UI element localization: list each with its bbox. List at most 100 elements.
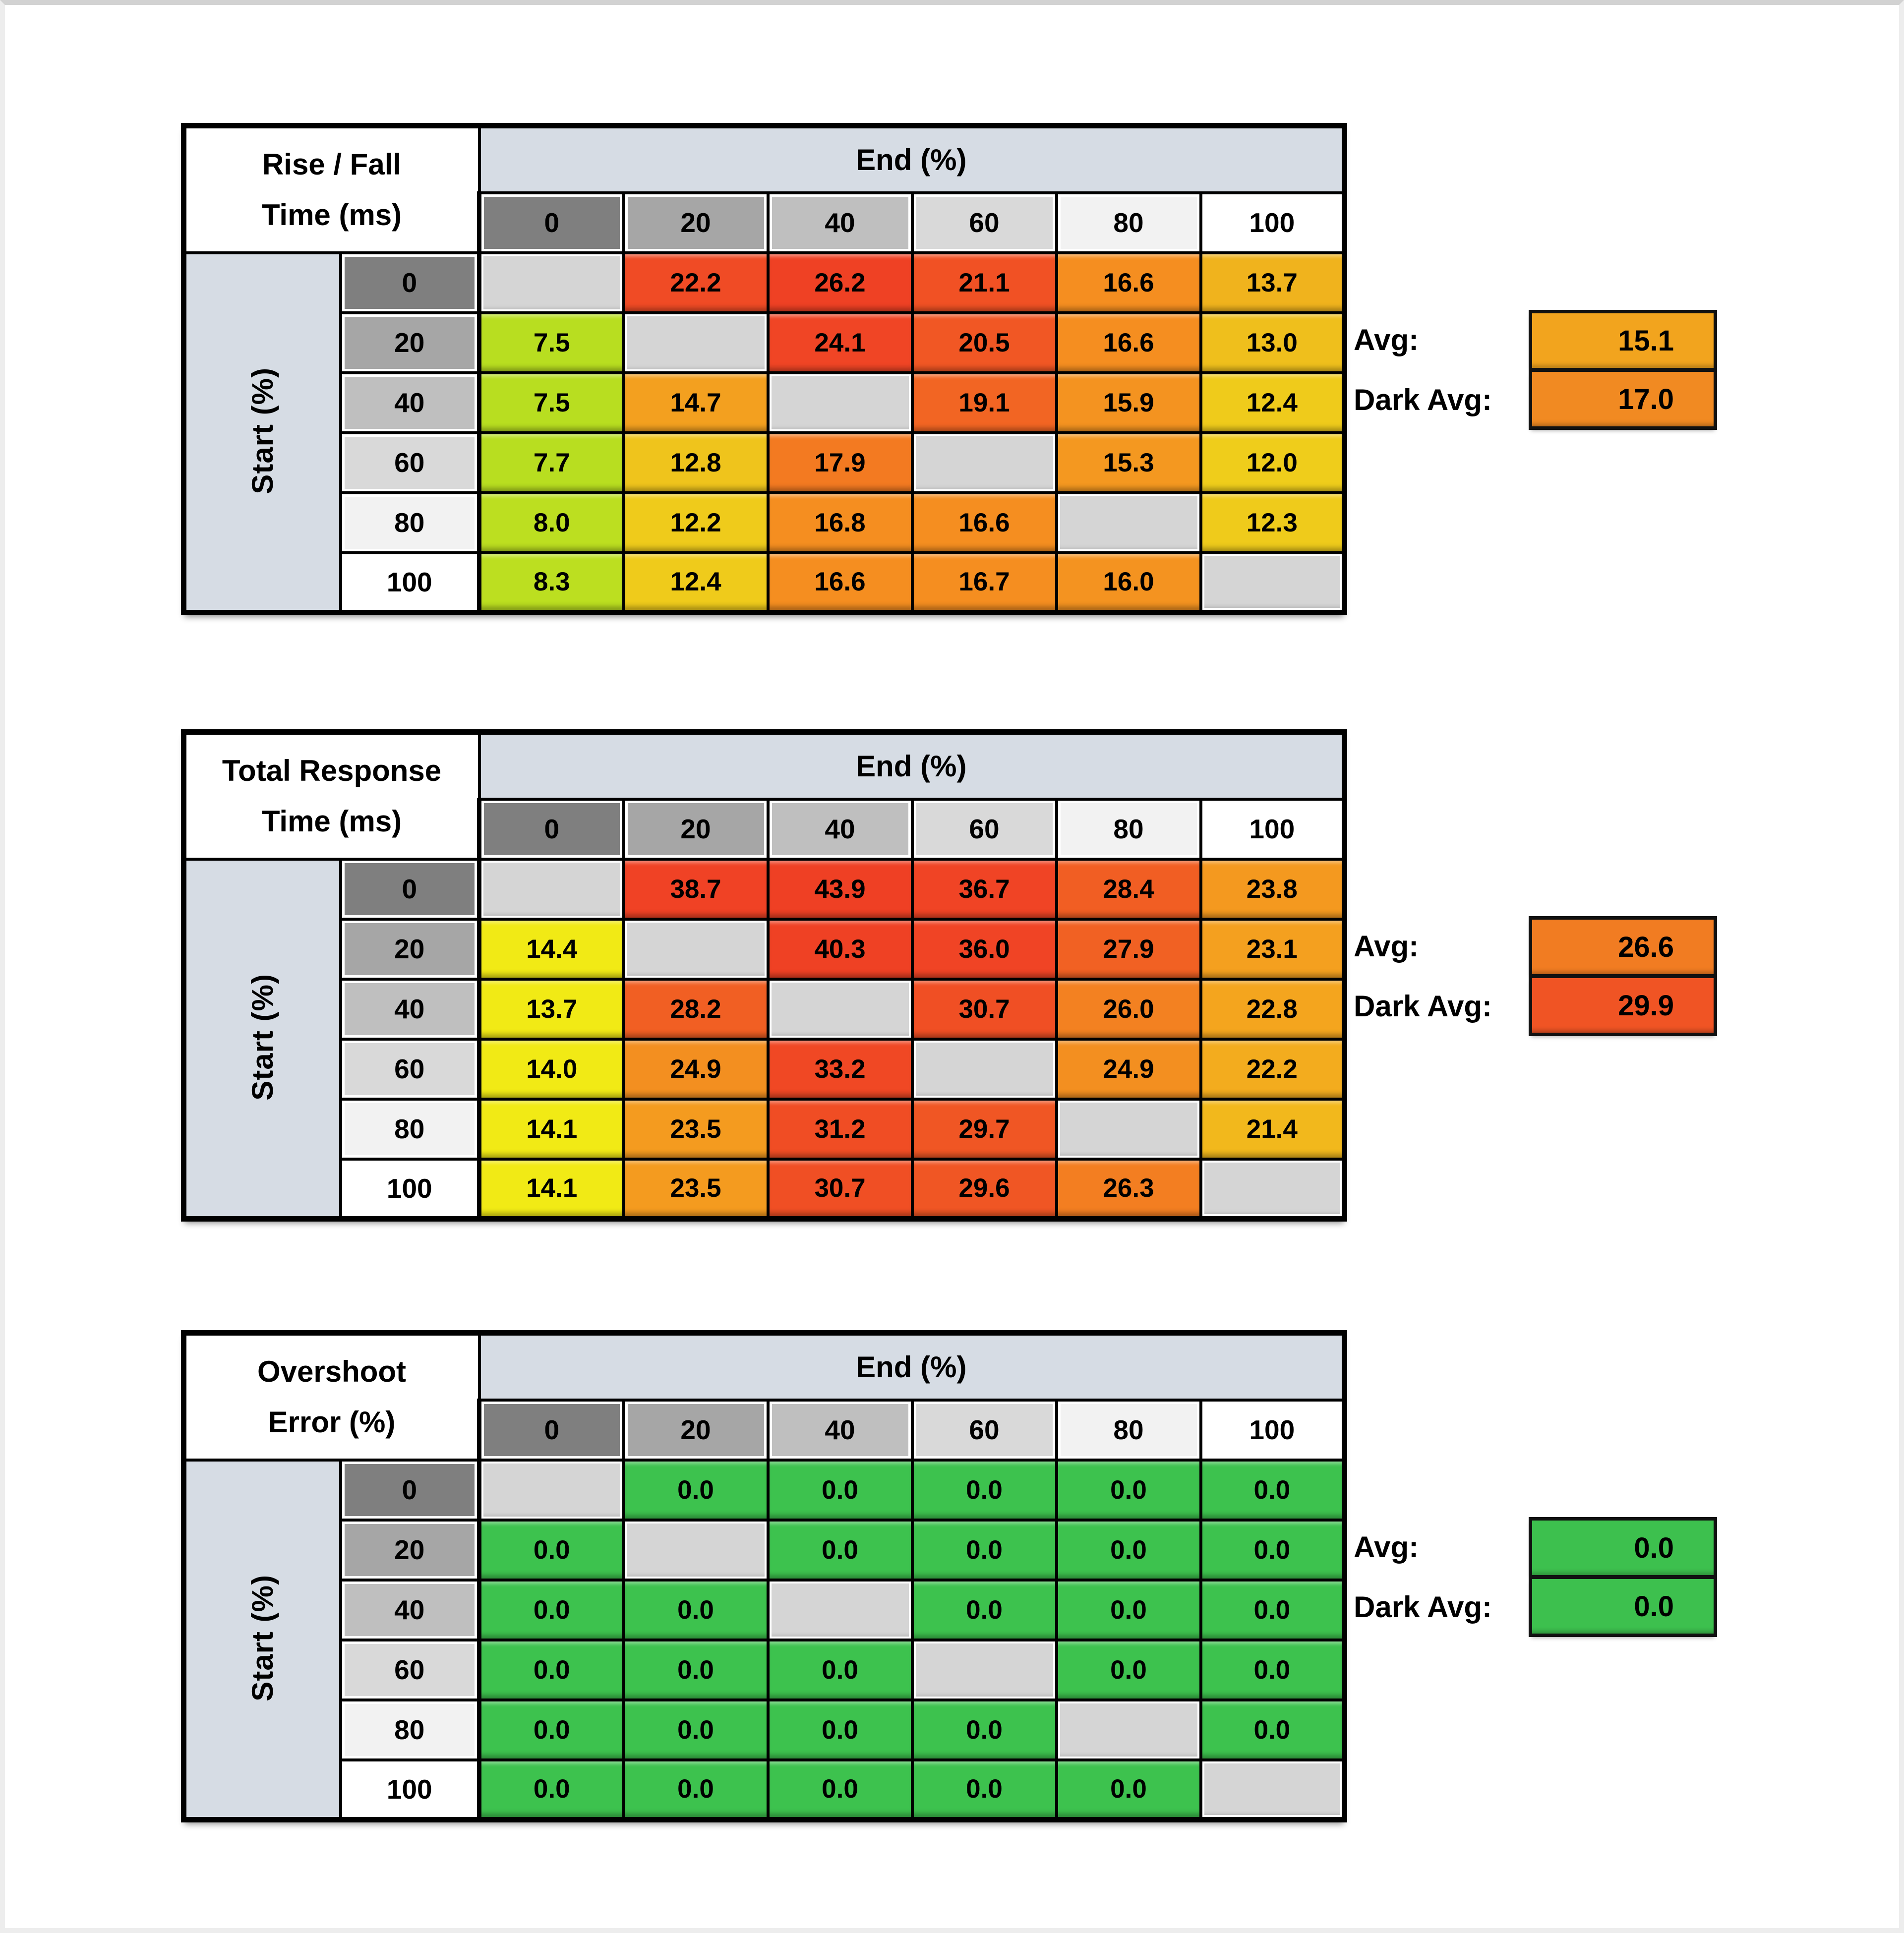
diagonal-blank-cell-0[interactable] bbox=[477, 251, 625, 314]
cell-start0-end40[interactable]: 0.0 bbox=[766, 1458, 914, 1522]
diagonal-blank-cell-40[interactable] bbox=[766, 1578, 914, 1641]
row-header-start-100[interactable]: 100 bbox=[339, 1157, 481, 1221]
cell-start20-end0[interactable]: 14.4 bbox=[477, 917, 625, 981]
cell-start0-end20[interactable]: 22.2 bbox=[622, 251, 770, 314]
dark-avg-value-cell[interactable]: 0.0 bbox=[1529, 1577, 1717, 1637]
cell-start100-end20[interactable]: 23.5 bbox=[622, 1157, 770, 1221]
cell-start80-end0[interactable]: 14.1 bbox=[477, 1097, 625, 1161]
cell-start80-end60[interactable]: 29.7 bbox=[910, 1097, 1058, 1161]
diagonal-blank-cell-40[interactable] bbox=[766, 371, 914, 434]
cell-start0-end40[interactable]: 43.9 bbox=[766, 857, 914, 921]
col-header-end-20[interactable]: 20 bbox=[622, 797, 770, 861]
cell-start40-end80[interactable]: 15.9 bbox=[1055, 371, 1202, 434]
cell-start20-end80[interactable]: 16.6 bbox=[1055, 311, 1202, 374]
cell-start80-end40[interactable]: 31.2 bbox=[766, 1097, 914, 1161]
cell-start0-end20[interactable]: 0.0 bbox=[622, 1458, 770, 1522]
cell-start80-end100[interactable]: 21.4 bbox=[1199, 1097, 1346, 1161]
row-header-start-40[interactable]: 40 bbox=[339, 371, 481, 434]
row-header-start-60[interactable]: 60 bbox=[339, 1037, 481, 1101]
cell-start20-end100[interactable]: 23.1 bbox=[1199, 917, 1346, 981]
cell-start60-end20[interactable]: 24.9 bbox=[622, 1037, 770, 1101]
col-header-end-40[interactable]: 40 bbox=[766, 797, 914, 861]
row-header-start-80[interactable]: 80 bbox=[339, 491, 481, 554]
col-header-end-100[interactable]: 100 bbox=[1199, 191, 1346, 254]
cell-start20-end60[interactable]: 0.0 bbox=[910, 1518, 1058, 1582]
cell-start0-end80[interactable]: 16.6 bbox=[1055, 251, 1202, 314]
cell-start20-end100[interactable]: 0.0 bbox=[1199, 1518, 1346, 1582]
row-header-start-80[interactable]: 80 bbox=[339, 1097, 481, 1161]
start-percent-label-band[interactable]: Start (%) bbox=[182, 1458, 342, 1821]
cell-start60-end100[interactable]: 12.0 bbox=[1199, 431, 1346, 494]
cell-start60-end100[interactable]: 0.0 bbox=[1199, 1638, 1346, 1701]
diagonal-blank-cell-80[interactable] bbox=[1055, 1097, 1202, 1161]
rise-fall-time-title-cell[interactable]: Rise / Fall Time (ms) bbox=[182, 124, 481, 254]
cell-start60-end0[interactable]: 0.0 bbox=[477, 1638, 625, 1701]
end-percent-header-band[interactable]: End (%) bbox=[477, 730, 1346, 801]
cell-start100-end0[interactable]: 8.3 bbox=[477, 551, 625, 614]
diagonal-blank-cell-100[interactable] bbox=[1199, 1758, 1346, 1821]
cell-start20-end60[interactable]: 36.0 bbox=[910, 917, 1058, 981]
cell-start40-end100[interactable]: 12.4 bbox=[1199, 371, 1346, 434]
cell-start0-end80[interactable]: 28.4 bbox=[1055, 857, 1202, 921]
avg-value-cell[interactable]: 26.6 bbox=[1529, 916, 1717, 976]
start-percent-label-band[interactable]: Start (%) bbox=[182, 251, 342, 614]
diagonal-blank-cell-100[interactable] bbox=[1199, 1157, 1346, 1221]
diagonal-blank-cell-0[interactable] bbox=[477, 1458, 625, 1522]
cell-start40-end0[interactable]: 7.5 bbox=[477, 371, 625, 434]
diagonal-blank-cell-20[interactable] bbox=[622, 311, 770, 374]
diagonal-blank-cell-20[interactable] bbox=[622, 1518, 770, 1582]
cell-start40-end60[interactable]: 30.7 bbox=[910, 977, 1058, 1041]
cell-start20-end40[interactable]: 24.1 bbox=[766, 311, 914, 374]
cell-start100-end40[interactable]: 0.0 bbox=[766, 1758, 914, 1821]
cell-start0-end80[interactable]: 0.0 bbox=[1055, 1458, 1202, 1522]
cell-start0-end100[interactable]: 0.0 bbox=[1199, 1458, 1346, 1522]
cell-start80-end40[interactable]: 16.8 bbox=[766, 491, 914, 554]
cell-start40-end80[interactable]: 0.0 bbox=[1055, 1578, 1202, 1641]
col-header-end-20[interactable]: 20 bbox=[622, 191, 770, 254]
cell-start0-end60[interactable]: 21.1 bbox=[910, 251, 1058, 314]
col-header-end-80[interactable]: 80 bbox=[1055, 191, 1202, 254]
cell-start40-end60[interactable]: 0.0 bbox=[910, 1578, 1058, 1641]
avg-value-cell[interactable]: 0.0 bbox=[1529, 1517, 1717, 1577]
col-header-end-0[interactable]: 0 bbox=[477, 191, 625, 254]
row-header-start-60[interactable]: 60 bbox=[339, 1638, 481, 1701]
diagonal-blank-cell-0[interactable] bbox=[477, 857, 625, 921]
cell-start80-end20[interactable]: 0.0 bbox=[622, 1698, 770, 1761]
row-header-start-100[interactable]: 100 bbox=[339, 551, 481, 614]
cell-start80-end100[interactable]: 12.3 bbox=[1199, 491, 1346, 554]
cell-start40-end100[interactable]: 0.0 bbox=[1199, 1578, 1346, 1641]
col-header-end-40[interactable]: 40 bbox=[766, 1398, 914, 1462]
cell-start40-end60[interactable]: 19.1 bbox=[910, 371, 1058, 434]
row-header-start-20[interactable]: 20 bbox=[339, 1518, 481, 1582]
start-percent-label-band[interactable]: Start (%) bbox=[182, 857, 342, 1221]
cell-start40-end20[interactable]: 14.7 bbox=[622, 371, 770, 434]
row-header-start-0[interactable]: 0 bbox=[339, 857, 481, 921]
cell-start60-end0[interactable]: 14.0 bbox=[477, 1037, 625, 1101]
cell-start80-end100[interactable]: 0.0 bbox=[1199, 1698, 1346, 1761]
cell-start60-end40[interactable]: 33.2 bbox=[766, 1037, 914, 1101]
col-header-end-20[interactable]: 20 bbox=[622, 1398, 770, 1462]
cell-start60-end80[interactable]: 15.3 bbox=[1055, 431, 1202, 494]
cell-start20-end80[interactable]: 0.0 bbox=[1055, 1518, 1202, 1582]
cell-start60-end40[interactable]: 0.0 bbox=[766, 1638, 914, 1701]
end-percent-header-band[interactable]: End (%) bbox=[477, 124, 1346, 194]
diagonal-blank-cell-60[interactable] bbox=[910, 1638, 1058, 1701]
end-percent-header-band[interactable]: End (%) bbox=[477, 1331, 1346, 1402]
cell-start0-end40[interactable]: 26.2 bbox=[766, 251, 914, 314]
cell-start0-end20[interactable]: 38.7 bbox=[622, 857, 770, 921]
cell-start100-end60[interactable]: 29.6 bbox=[910, 1157, 1058, 1221]
cell-start80-end60[interactable]: 16.6 bbox=[910, 491, 1058, 554]
cell-start20-end40[interactable]: 40.3 bbox=[766, 917, 914, 981]
total-response-time-title-cell[interactable]: Total Response Time (ms) bbox=[182, 730, 481, 861]
cell-start20-end0[interactable]: 7.5 bbox=[477, 311, 625, 374]
cell-start60-end40[interactable]: 17.9 bbox=[766, 431, 914, 494]
cell-start80-end20[interactable]: 12.2 bbox=[622, 491, 770, 554]
cell-start100-end20[interactable]: 12.4 bbox=[622, 551, 770, 614]
cell-start60-end20[interactable]: 12.8 bbox=[622, 431, 770, 494]
diagonal-blank-cell-80[interactable] bbox=[1055, 491, 1202, 554]
diagonal-blank-cell-80[interactable] bbox=[1055, 1698, 1202, 1761]
cell-start0-end60[interactable]: 0.0 bbox=[910, 1458, 1058, 1522]
col-header-end-60[interactable]: 60 bbox=[910, 191, 1058, 254]
row-header-start-0[interactable]: 0 bbox=[339, 1458, 481, 1522]
cell-start20-end80[interactable]: 27.9 bbox=[1055, 917, 1202, 981]
